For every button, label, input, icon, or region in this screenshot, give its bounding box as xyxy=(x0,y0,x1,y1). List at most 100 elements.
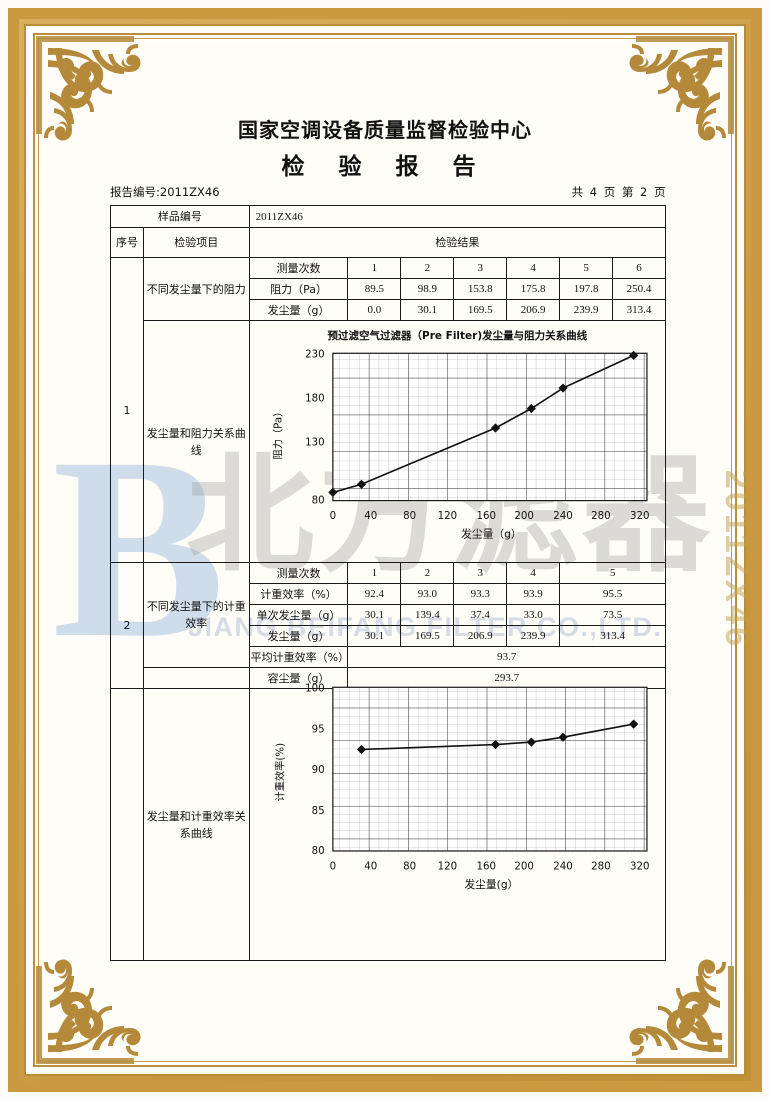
resistance-cell: 98.9 xyxy=(400,278,455,301)
dust-cell: 313.4 xyxy=(559,625,666,648)
chart-efficiency-cell: 预过滤空气过滤器（Pre Filter)发尘量 与计重效率关系曲线 xyxy=(248,683,667,962)
svg-text:0: 0 xyxy=(329,511,336,522)
svg-text:160: 160 xyxy=(476,511,496,522)
resistance-cell: 175.8 xyxy=(506,278,561,301)
page-number: 共 4 页 第 2 页 xyxy=(571,185,667,199)
frame-line-inner xyxy=(38,38,732,1062)
single-dust-cell: 73.5 xyxy=(559,604,666,627)
chart-resistance-cell: 预过滤空气过滤器（Pre Filter)发尘量与阻力关系曲线 xyxy=(248,320,667,564)
svg-text:40: 40 xyxy=(364,511,377,522)
chart-1-x-axis-label: 发尘量（g） xyxy=(461,528,522,541)
measure-count-label-1: 测量次数 xyxy=(248,257,349,280)
sample-no-label: 样品编号 xyxy=(110,204,250,229)
efficiency-label: 计重效率（%） xyxy=(248,583,349,606)
svg-text:320: 320 xyxy=(630,861,650,872)
svg-text:240: 240 xyxy=(553,861,573,872)
table-row-single-dust: 单次发尘量（g） 30.1 139.4 37.4 33.0 73.5 xyxy=(111,604,666,627)
row-item-chart-2: 发尘量和计重效率关系曲线 xyxy=(142,688,250,962)
dust-cell: 239.9 xyxy=(559,299,614,322)
resistance-cell: 250.4 xyxy=(612,278,666,301)
table-row-dust-2: 发尘量（g） 30.1 169.5 206.9 239.9 313.4 xyxy=(111,625,666,648)
row-sn-2-chart xyxy=(110,688,144,962)
chart-2-y-axis-label: 计重效率(%) xyxy=(273,743,286,802)
row-sn-2: 2 xyxy=(110,562,144,690)
svg-text:280: 280 xyxy=(591,511,611,522)
organization-title: 国家空调设备质量监督检验中心 xyxy=(238,118,532,142)
svg-text:200: 200 xyxy=(514,861,534,872)
ornament-corner-top-right xyxy=(620,30,740,150)
measure-count-cell: 3 xyxy=(453,562,508,585)
dust-cell: 313.4 xyxy=(612,299,666,322)
chart-2-x-ticks: 0 40 80 120 160 200 240 280 320 xyxy=(329,861,649,872)
table-row-header: 序号 检验项目 检验结果 xyxy=(110,227,667,259)
chart-2-svg: 100 95 90 85 80 计重效率(%) 0 40 80 xyxy=(273,683,649,891)
efficiency-cell: 93.9 xyxy=(506,583,561,606)
efficiency-cell: 93.0 xyxy=(400,583,455,606)
svg-text:0: 0 xyxy=(329,861,336,872)
single-dust-label: 单次发尘量（g） xyxy=(248,604,349,627)
chart-resistance: 预过滤空气过滤器（Pre Filter)发尘量与阻力关系曲线 xyxy=(251,323,664,560)
dust-cell: 169.5 xyxy=(400,625,455,648)
measure-count-cell: 5 xyxy=(559,562,666,585)
report-number-label: 报告编号: xyxy=(110,185,160,199)
column-header-sn: 序号 xyxy=(110,227,144,259)
chart-1-y-ticks: 230 180 130 80 xyxy=(305,349,325,506)
svg-text:80: 80 xyxy=(403,861,416,872)
table-row-dust-1: 发尘量（g） 0.0 30.1 169.5 206.9 239.9 313.4 xyxy=(111,299,666,322)
chart-1-title: 预过滤空气过滤器（Pre Filter)发尘量与阻力关系曲线 xyxy=(327,330,588,343)
row-item-efficiency: 不同发尘量下的计重效率 xyxy=(142,562,250,669)
measure-count-cell: 4 xyxy=(506,257,561,280)
resistance-label: 阻力（Pa） xyxy=(248,278,349,301)
efficiency-cell: 95.5 xyxy=(559,583,666,606)
ornament-corner-top-left xyxy=(30,30,150,150)
row-sn-1: 1 xyxy=(110,257,144,564)
dust-label-2: 发尘量（g） xyxy=(248,625,349,648)
table-row-measure-counts-1: 1 不同发尘量下的阻力 测量次数 1 2 3 4 5 6 xyxy=(110,257,666,564)
single-dust-cell: 30.1 xyxy=(347,604,402,627)
chart-1-svg: 230 180 130 80 阻力（Pa） 0 40 80 120 xyxy=(271,349,650,541)
row-item-chart-1: 发尘量和阻力关系曲线 xyxy=(142,320,250,564)
measure-count-cell: 2 xyxy=(400,562,455,585)
chart-1-y-axis-label: 阻力（Pa） xyxy=(271,407,284,460)
dust-cell: 30.1 xyxy=(400,299,455,322)
resistance-cell: 197.8 xyxy=(559,278,614,301)
table-row-measure-counts-2: 2 不同发尘量下的计重效率 测量次数 1 2 3 4 5 xyxy=(110,562,666,690)
single-dust-cell: 37.4 xyxy=(453,604,508,627)
dust-cell: 239.9 xyxy=(506,625,561,648)
chart-efficiency: 预过滤空气过滤器（Pre Filter)发尘量 与计重效率关系曲线 xyxy=(251,683,664,958)
single-dust-cell: 139.4 xyxy=(400,604,455,627)
measure-count-cell: 6 xyxy=(612,257,666,280)
measure-count-cell: 3 xyxy=(453,257,508,280)
svg-text:280: 280 xyxy=(591,861,611,872)
dust-cell: 206.9 xyxy=(453,625,508,648)
resistance-cell: 89.5 xyxy=(347,278,402,301)
table-row-sample-no: 样品编号 2011ZX46 xyxy=(110,204,667,229)
svg-text:160: 160 xyxy=(476,861,496,872)
sample-no-value: 2011ZX46 xyxy=(248,204,667,229)
svg-text:320: 320 xyxy=(630,511,650,522)
chart-1-plot-area xyxy=(331,352,648,502)
table-row-resistance: 阻力（Pa） 89.5 98.9 153.8 175.8 197.8 250.4 xyxy=(111,278,666,301)
dust-cell: 0.0 xyxy=(347,299,402,322)
measure-count-label-2: 测量次数 xyxy=(248,562,349,585)
resistance-cell: 153.8 xyxy=(453,278,508,301)
avg-efficiency-value: 93.7 xyxy=(347,646,666,669)
svg-text:130: 130 xyxy=(305,437,325,448)
ornament-corner-bottom-left xyxy=(30,950,150,1070)
frame-line-outer xyxy=(33,33,737,1067)
measure-count-cell: 1 xyxy=(347,562,402,585)
report-number-value: 2011ZX46 xyxy=(159,185,220,199)
measure-count-cell: 4 xyxy=(506,562,561,585)
svg-text:80: 80 xyxy=(403,511,416,522)
measure-count-cell: 5 xyxy=(559,257,614,280)
svg-text:80: 80 xyxy=(311,846,324,857)
table-row-efficiency: 计重效率（%） 92.4 93.0 93.3 93.9 95.5 xyxy=(111,583,666,606)
measure-count-cell: 2 xyxy=(400,257,455,280)
efficiency-cell: 92.4 xyxy=(347,583,402,606)
chart-2-x-axis-label: 发尘量(g） xyxy=(464,878,518,891)
svg-text:90: 90 xyxy=(311,765,324,776)
svg-text:40: 40 xyxy=(364,861,377,872)
column-header-result: 检验结果 xyxy=(248,227,667,259)
